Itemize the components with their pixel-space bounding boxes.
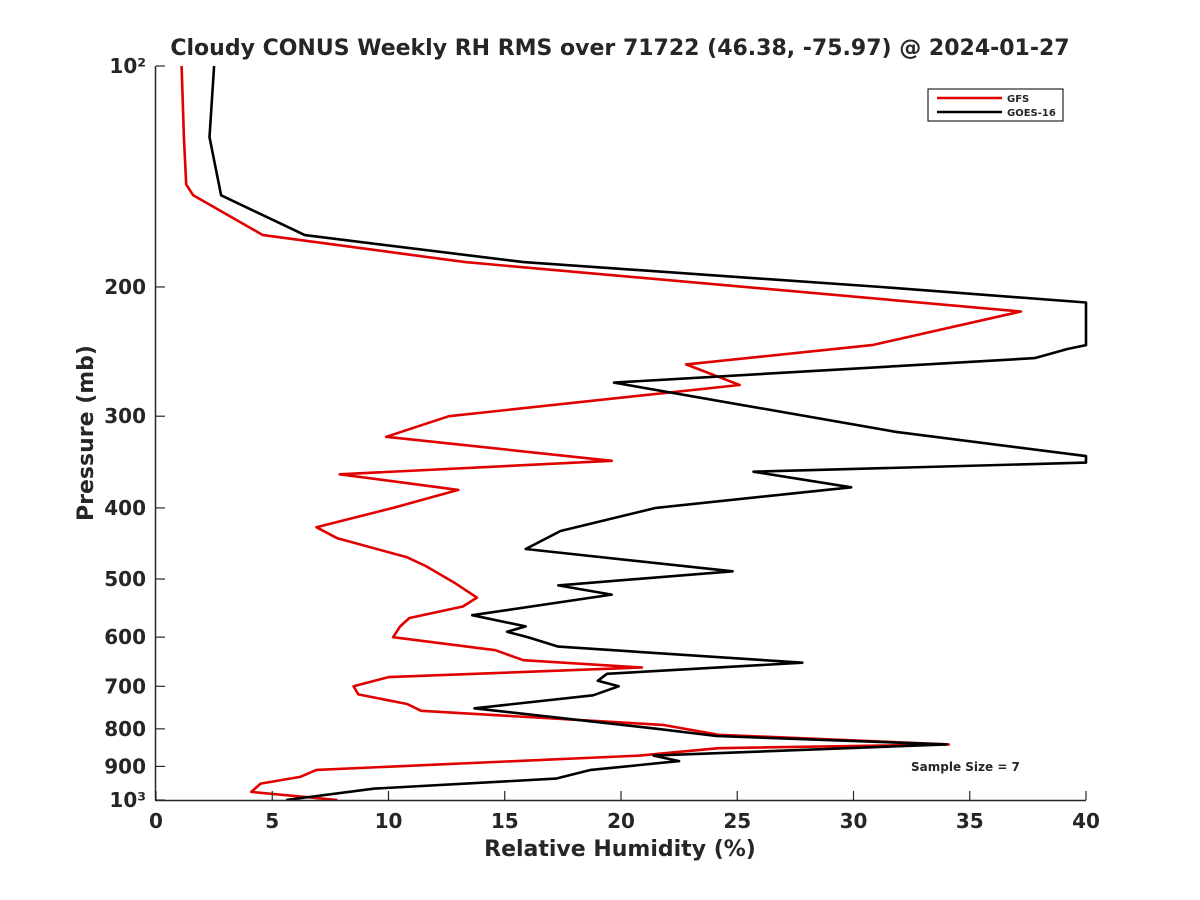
series-layer xyxy=(180,65,1088,802)
y-tick-label: 700 xyxy=(104,674,146,698)
legend[interactable]: GFS GOES-16 xyxy=(927,88,1064,122)
plot-area xyxy=(180,65,1088,802)
x-tick-label: 20 xyxy=(607,809,635,833)
x-tick-label: 15 xyxy=(491,809,519,833)
y-tick-label: 800 xyxy=(104,717,146,741)
y-tick-label: 600 xyxy=(104,625,146,649)
y-tick-label: 900 xyxy=(104,754,146,778)
legend-label-goes-16: GOES-16 xyxy=(1007,108,1056,119)
y-tick-label: 400 xyxy=(104,496,146,520)
legend-label-gfs: GFS xyxy=(1007,94,1029,105)
x-tick-label: 25 xyxy=(723,809,751,833)
x-tick-label: 40 xyxy=(1072,809,1100,833)
chart-title: Cloudy CONUS Weekly RH RMS over 71722 (4… xyxy=(170,36,1069,61)
y-tick-label: 10³ xyxy=(109,788,146,812)
legend-items: GFS GOES-16 xyxy=(937,94,1056,119)
x-axis-label: Relative Humidity (%) xyxy=(484,837,756,862)
y-tick-label: 10² xyxy=(109,54,146,78)
x-tick-label: 35 xyxy=(956,809,984,833)
x-tick-label: 30 xyxy=(840,809,868,833)
y-tick-label: 500 xyxy=(104,567,146,591)
series-line-goes-16 xyxy=(208,65,1088,802)
x-tick-label: 10 xyxy=(375,809,403,833)
legend-box xyxy=(927,88,1064,122)
sample-size-annotation: Sample Size = 7 xyxy=(911,760,1020,774)
x-tick-label: 5 xyxy=(265,809,279,833)
x-tick-label: 0 xyxy=(149,809,163,833)
axes: 0 5 10 15 20 25 30 35 40 10² 200 300 400 500 600 700 80… xyxy=(104,54,1100,833)
y-axis-label: Pressure (mb) xyxy=(74,345,99,521)
y-ticks: 10² 200 300 400 500 600 700 800 900 10³ xyxy=(104,54,165,812)
y-tick-label: 200 xyxy=(104,275,146,299)
y-tick-label: 300 xyxy=(104,404,146,428)
x-ticks: 0 5 10 15 20 25 30 35 40 xyxy=(149,791,1100,833)
